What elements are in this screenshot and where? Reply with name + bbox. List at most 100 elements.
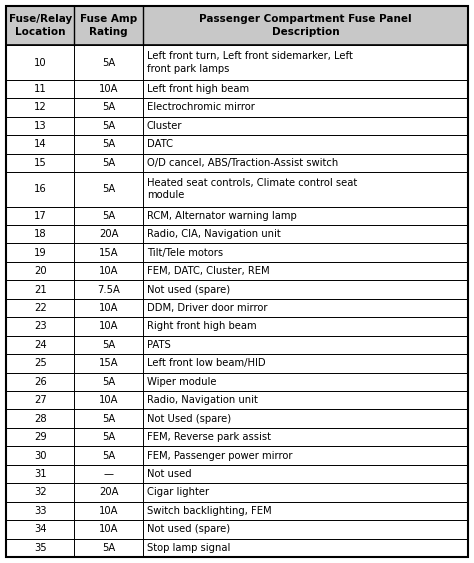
- Bar: [6, 80, 468, 98]
- Text: FEM, Passenger power mirror: FEM, Passenger power mirror: [147, 450, 292, 461]
- Text: 5A: 5A: [102, 340, 115, 350]
- Text: 7.5A: 7.5A: [97, 284, 120, 294]
- Text: 10A: 10A: [99, 303, 118, 313]
- Text: 14: 14: [34, 140, 46, 149]
- Text: Passenger Compartment Fuse Panel
Description: Passenger Compartment Fuse Panel Descrip…: [199, 15, 412, 37]
- Text: FEM, DATC, Cluster, REM: FEM, DATC, Cluster, REM: [147, 266, 269, 276]
- Text: 10A: 10A: [99, 84, 118, 94]
- Text: 21: 21: [34, 284, 46, 294]
- Bar: [6, 446, 468, 465]
- Text: Right front high beam: Right front high beam: [147, 321, 256, 332]
- Bar: [6, 243, 468, 262]
- Text: Fuse Amp
Rating: Fuse Amp Rating: [80, 15, 137, 37]
- Text: 25: 25: [34, 358, 46, 368]
- Bar: [6, 117, 468, 135]
- Bar: [6, 154, 468, 172]
- Text: 28: 28: [34, 414, 46, 423]
- Text: 20: 20: [34, 266, 46, 276]
- Text: Tilt/Tele motors: Tilt/Tele motors: [147, 248, 223, 258]
- Text: 27: 27: [34, 395, 46, 405]
- Bar: [6, 539, 468, 557]
- Text: —: —: [103, 469, 114, 479]
- Bar: [6, 373, 468, 391]
- Text: Radio, CIA, Navigation unit: Radio, CIA, Navigation unit: [147, 229, 281, 239]
- Text: 31: 31: [34, 469, 46, 479]
- Bar: [6, 317, 468, 336]
- Text: 5A: 5A: [102, 414, 115, 423]
- Text: 20A: 20A: [99, 229, 118, 239]
- Text: 5A: 5A: [102, 158, 115, 168]
- Text: 5A: 5A: [102, 102, 115, 113]
- Bar: [6, 225, 468, 243]
- Text: 10A: 10A: [99, 321, 118, 332]
- Text: 32: 32: [34, 488, 46, 498]
- Text: 10A: 10A: [99, 506, 118, 516]
- Text: Left front low beam/HID: Left front low beam/HID: [147, 358, 265, 368]
- Text: 13: 13: [34, 121, 46, 131]
- Bar: [6, 354, 468, 373]
- Text: Cigar lighter: Cigar lighter: [147, 488, 209, 498]
- Text: FEM, Reverse park assist: FEM, Reverse park assist: [147, 432, 271, 442]
- Text: Wiper module: Wiper module: [147, 377, 216, 387]
- Text: 12: 12: [34, 102, 46, 113]
- Text: Cluster: Cluster: [147, 121, 182, 131]
- Text: 19: 19: [34, 248, 46, 258]
- Text: 10A: 10A: [99, 395, 118, 405]
- Text: Not Used (spare): Not Used (spare): [147, 414, 231, 423]
- Text: 16: 16: [34, 184, 46, 194]
- Bar: [6, 520, 468, 539]
- Text: 10A: 10A: [99, 524, 118, 534]
- Text: DDM, Driver door mirror: DDM, Driver door mirror: [147, 303, 267, 313]
- Text: Stop lamp signal: Stop lamp signal: [147, 543, 230, 553]
- Text: Fuse/Relay
Location: Fuse/Relay Location: [9, 15, 72, 37]
- Text: 15A: 15A: [99, 358, 118, 368]
- Text: 34: 34: [34, 524, 46, 534]
- Bar: [6, 465, 468, 483]
- Text: 5A: 5A: [102, 377, 115, 387]
- Text: Not used (spare): Not used (spare): [147, 524, 230, 534]
- Text: O/D cancel, ABS/Traction-Assist switch: O/D cancel, ABS/Traction-Assist switch: [147, 158, 338, 168]
- Bar: [6, 409, 468, 428]
- Bar: [6, 6, 468, 45]
- Bar: [6, 299, 468, 317]
- Bar: [6, 502, 468, 520]
- Bar: [6, 45, 468, 80]
- Text: 15A: 15A: [99, 248, 118, 258]
- Text: Switch backlighting, FEM: Switch backlighting, FEM: [147, 506, 272, 516]
- Text: RCM, Alternator warning lamp: RCM, Alternator warning lamp: [147, 211, 297, 221]
- Text: PATS: PATS: [147, 340, 171, 350]
- Text: Left front turn, Left front sidemarker, Left
front park lamps: Left front turn, Left front sidemarker, …: [147, 51, 353, 74]
- Text: Not used: Not used: [147, 469, 191, 479]
- Bar: [6, 262, 468, 280]
- Bar: [6, 391, 468, 409]
- Bar: [6, 336, 468, 354]
- Text: 5A: 5A: [102, 211, 115, 221]
- Bar: [6, 483, 468, 502]
- Text: 23: 23: [34, 321, 46, 332]
- Text: 5A: 5A: [102, 184, 115, 194]
- Text: Left front high beam: Left front high beam: [147, 84, 249, 94]
- Text: 30: 30: [34, 450, 46, 461]
- Text: Heated seat controls, Climate control seat
module: Heated seat controls, Climate control se…: [147, 178, 357, 200]
- Text: 26: 26: [34, 377, 46, 387]
- Text: Electrochromic mirror: Electrochromic mirror: [147, 102, 255, 113]
- Text: 5A: 5A: [102, 450, 115, 461]
- Text: 11: 11: [34, 84, 46, 94]
- Text: 5A: 5A: [102, 140, 115, 149]
- Text: Radio, Navigation unit: Radio, Navigation unit: [147, 395, 258, 405]
- Text: 29: 29: [34, 432, 46, 442]
- Text: 33: 33: [34, 506, 46, 516]
- Text: 17: 17: [34, 211, 46, 221]
- Text: 10: 10: [34, 57, 46, 68]
- Text: 15: 15: [34, 158, 46, 168]
- Text: 18: 18: [34, 229, 46, 239]
- Bar: [6, 98, 468, 117]
- Bar: [6, 135, 468, 154]
- Text: 10A: 10A: [99, 266, 118, 276]
- Text: DATC: DATC: [147, 140, 173, 149]
- Text: 35: 35: [34, 543, 46, 553]
- Text: Not used (spare): Not used (spare): [147, 284, 230, 294]
- Text: 5A: 5A: [102, 543, 115, 553]
- Text: 5A: 5A: [102, 432, 115, 442]
- Text: 20A: 20A: [99, 488, 118, 498]
